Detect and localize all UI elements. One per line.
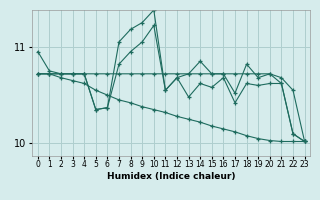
X-axis label: Humidex (Indice chaleur): Humidex (Indice chaleur) <box>107 172 236 181</box>
